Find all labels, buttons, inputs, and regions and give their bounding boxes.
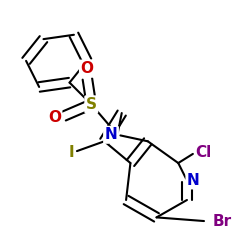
Text: N: N [105, 127, 118, 142]
Text: Cl: Cl [196, 145, 212, 160]
Text: O: O [48, 110, 61, 125]
Text: N: N [187, 173, 200, 188]
Text: I: I [68, 145, 74, 160]
Text: S: S [86, 97, 97, 112]
Text: Br: Br [213, 214, 232, 229]
Text: O: O [80, 61, 94, 76]
